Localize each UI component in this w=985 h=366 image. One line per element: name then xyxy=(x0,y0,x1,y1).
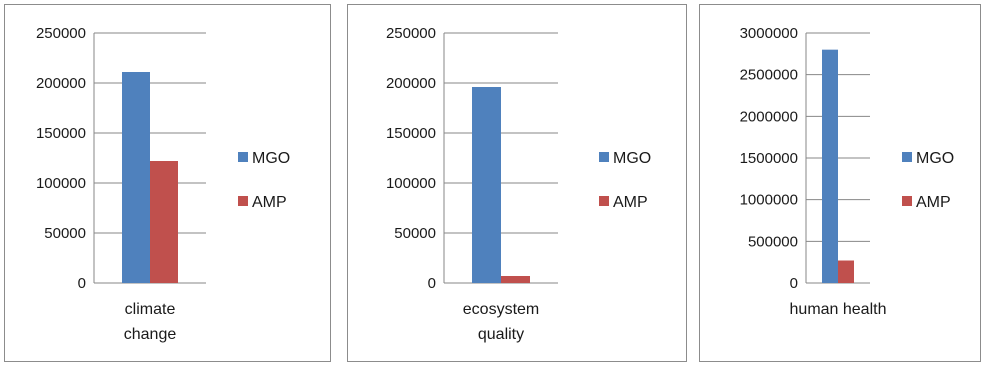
chart-ecosystem-quality: 0 50000 100000 150000 200000 250000 ecosystem q… xyxy=(386,25,651,343)
x-category-label: ecosystem xyxy=(463,301,539,318)
chart-human-health: 0 500000 1000000 1500000 2000000 2500000 30000… xyxy=(740,25,955,318)
legend-label-amp: AMP xyxy=(252,194,287,211)
bar-mgo xyxy=(472,87,501,283)
legend-swatch-amp xyxy=(238,196,248,206)
legend-swatch-mgo xyxy=(238,152,248,162)
legend-swatch-amp xyxy=(902,196,912,206)
y-tick-label: 250000 xyxy=(386,25,436,42)
chart-panel-ecosystem-quality: 0 50000 100000 150000 200000 250000 ecosystem q… xyxy=(347,4,687,362)
y-tick-label: 1500000 xyxy=(740,150,798,167)
y-tick-label: 0 xyxy=(428,275,436,292)
y-tick-label: 0 xyxy=(78,275,86,292)
legend-label-mgo: MGO xyxy=(613,150,651,167)
y-tick-label: 150000 xyxy=(36,125,86,142)
x-category-label: human health xyxy=(790,301,887,318)
y-tick-label: 500000 xyxy=(748,233,798,250)
legend-label-amp: AMP xyxy=(916,194,951,211)
bar-mgo xyxy=(122,72,150,283)
y-tick-label: 50000 xyxy=(44,225,86,242)
legend-label-mgo: MGO xyxy=(916,150,954,167)
y-tick-label: 1000000 xyxy=(740,192,798,209)
chart-panel-climate-change: 0 50000 100000 150000 200000 250000 climate cha… xyxy=(4,4,331,362)
legend-label-mgo: MGO xyxy=(252,150,290,167)
legend-label-amp: AMP xyxy=(613,194,648,211)
y-tick-label: 50000 xyxy=(394,225,436,242)
bar-amp xyxy=(838,260,854,283)
y-tick-label: 100000 xyxy=(36,175,86,192)
x-category-label: climate xyxy=(125,301,176,318)
x-category-label: change xyxy=(124,326,177,343)
y-tick-label: 100000 xyxy=(386,175,436,192)
y-tick-label: 200000 xyxy=(36,75,86,92)
y-tick-label: 0 xyxy=(790,275,798,292)
bar-amp xyxy=(501,276,530,283)
y-tick-label: 3000000 xyxy=(740,25,798,42)
bar-mgo xyxy=(822,49,838,283)
y-tick-label: 250000 xyxy=(36,25,86,42)
chart-panel-human-health: 0 500000 1000000 1500000 2000000 2500000 30000… xyxy=(699,4,981,362)
x-category-label: quality xyxy=(478,326,524,343)
legend-swatch-mgo xyxy=(902,152,912,162)
y-tick-label: 150000 xyxy=(386,125,436,142)
y-tick-label: 200000 xyxy=(386,75,436,92)
y-tick-label: 2500000 xyxy=(740,67,798,84)
bar-amp xyxy=(150,161,178,283)
legend-swatch-mgo xyxy=(599,152,609,162)
y-tick-label: 2000000 xyxy=(740,108,798,125)
chart-climate-change: 0 50000 100000 150000 200000 250000 climate cha… xyxy=(36,25,290,343)
legend-swatch-amp xyxy=(599,196,609,206)
